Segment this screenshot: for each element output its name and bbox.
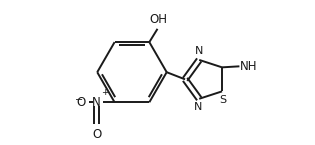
Text: O: O xyxy=(76,96,85,109)
Text: NH: NH xyxy=(240,60,258,73)
Text: −: − xyxy=(75,95,83,105)
Text: S: S xyxy=(220,95,226,105)
Text: +: + xyxy=(101,88,109,97)
Text: N: N xyxy=(92,96,101,109)
Text: N: N xyxy=(195,46,203,56)
Text: O: O xyxy=(92,128,101,141)
Text: N: N xyxy=(194,103,202,113)
Text: OH: OH xyxy=(150,13,168,26)
